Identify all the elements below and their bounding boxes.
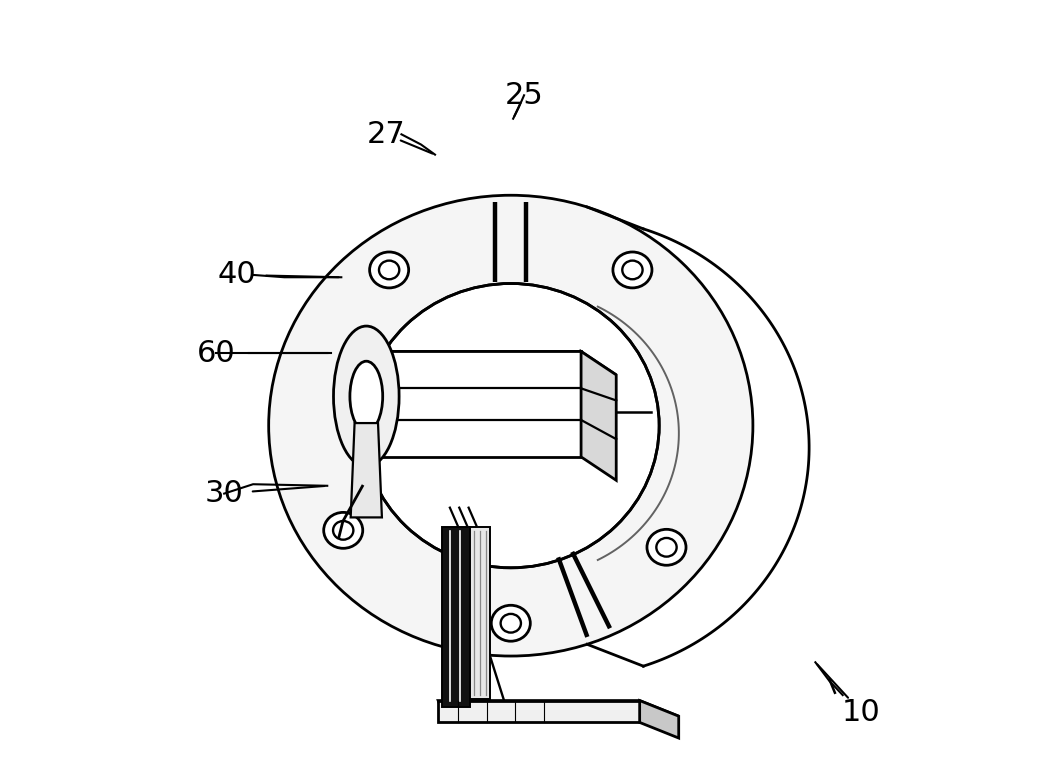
Text: 30: 30 [205,479,243,508]
Polygon shape [640,701,678,738]
Ellipse shape [647,530,686,565]
Text: 25: 25 [505,80,543,110]
Ellipse shape [491,605,530,641]
Polygon shape [367,351,581,457]
Text: 10: 10 [842,697,881,727]
Ellipse shape [613,252,652,288]
Ellipse shape [363,284,659,568]
Ellipse shape [370,252,409,288]
Text: 60: 60 [196,338,236,368]
Polygon shape [442,527,470,707]
Polygon shape [438,701,678,716]
Text: 27: 27 [367,119,405,149]
Polygon shape [351,423,381,517]
Polygon shape [470,527,490,699]
Ellipse shape [333,326,399,466]
Polygon shape [581,351,617,480]
Ellipse shape [350,361,382,431]
Polygon shape [438,701,640,722]
Ellipse shape [269,195,752,656]
Polygon shape [367,351,617,375]
Text: 40: 40 [218,260,257,290]
Ellipse shape [324,512,363,548]
